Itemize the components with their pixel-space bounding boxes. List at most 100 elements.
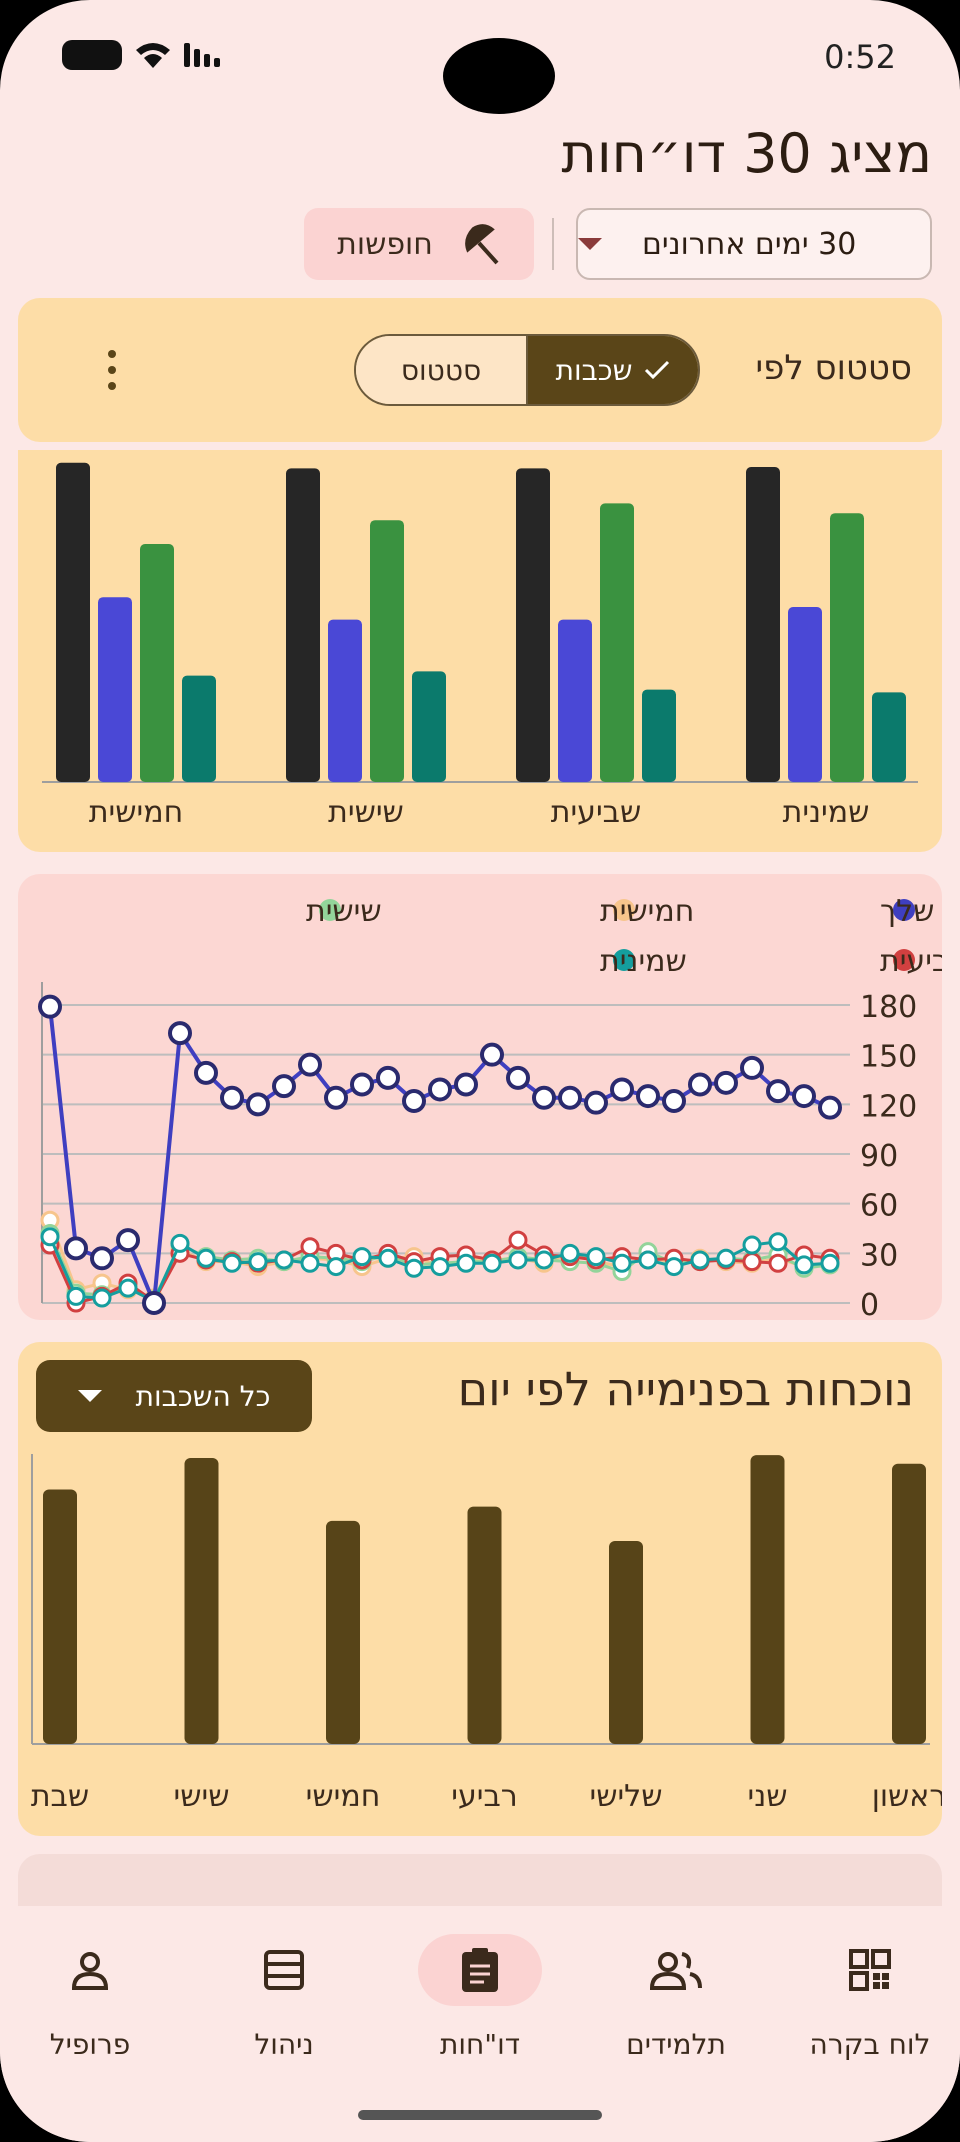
status-segmented-control: שכבות סטטוס [354,334,700,406]
data-point [324,1085,348,1110]
presence-heading: נוכחות בפנימייה לפי יום [457,1362,914,1416]
data-point [246,1092,270,1117]
data-point [482,1253,502,1273]
bar [184,1458,219,1744]
beach-umbrella-icon [464,224,499,265]
data-point [742,1235,762,1255]
data-point [248,1252,268,1272]
bottom-navigation: פרופיל ניהול דו"חות תלמידים לוח בקרה [0,1906,960,2142]
segment-houses[interactable]: שכבות [528,336,698,404]
people-icon [614,1934,738,2006]
data-point [716,1248,736,1268]
nav-item-profile[interactable]: פרופיל [0,1934,180,2061]
segment-status[interactable]: סטטוס [356,336,528,404]
data-point [352,1247,372,1267]
nav-item-reports[interactable]: דו"חות [390,1934,570,2061]
x-tick-label: שביעית [551,795,642,830]
status-by-card: סטטוס לפי שכבות סטטוס [18,298,942,442]
dashboard-icon [808,1934,932,2006]
data-point [168,1021,192,1046]
data-point [818,1095,842,1120]
data-point [40,1227,60,1247]
trend-line-chart: 0 30 60 90 120 150 180 כל השכבות שלך חמישית שביעי… [38,894,960,1323]
grade-bar-chart-card: חמישית שישית שביעית שמינית [18,450,942,852]
camera-cutout [443,38,555,114]
data-point [428,1077,452,1102]
more-options-icon[interactable] [92,350,132,398]
data-point [766,1079,790,1104]
nav-item-students[interactable]: תלמידים [586,1934,766,2061]
bar [182,675,216,782]
data-point [116,1228,140,1253]
bar [43,1489,77,1744]
presence-bar-chart: שבת שישי חמישי רביעי שלישי שני ראשון [31,1454,942,1814]
data-point [508,1230,528,1250]
divider [552,218,554,270]
system-icons [62,40,220,70]
x-tick-label: חמישית [89,795,183,830]
data-point [794,1255,814,1275]
data-point [274,1250,294,1270]
data-point [430,1257,450,1277]
holidays-button[interactable]: חופשות [304,208,534,280]
bar [140,544,174,782]
bar [98,597,132,782]
legend-marker [893,949,915,971]
bar [516,468,550,782]
data-point [350,1072,374,1097]
data-point [636,1084,660,1109]
data-point [90,1246,114,1271]
bar [609,1540,643,1744]
y-tick-label: 0 [860,1288,879,1320]
data-point [38,994,62,1019]
data-point [326,1257,346,1277]
nav-label-profile: פרופיל [49,2028,131,2061]
x-tick-label: ראשון [872,1779,942,1814]
chevron-down-icon [77,1390,102,1402]
data-point [664,1257,684,1277]
nav-item-dashboard[interactable]: לוח בקרה [780,1934,960,2061]
x-tick-label: שבת [31,1779,89,1814]
presence-by-day-card: נוכחות בפנימייה לפי יום כל השכבות שבת שיש… [18,1342,942,1836]
data-point [768,1253,788,1273]
legend-label: שביעית [880,944,942,979]
clipboard-icon [418,1934,542,2006]
data-point [300,1253,320,1273]
nav-label-reports: דו"חות [439,2028,521,2061]
legend-marker [613,899,635,921]
data-point [534,1250,554,1270]
data-point [820,1253,840,1273]
segment-status-label: סטטוס [400,353,482,387]
data-point [560,1243,580,1263]
y-tick-label: 180 [860,990,917,1025]
nav-item-management[interactable]: ניהול [194,1934,374,2061]
wifi-icon [136,43,170,68]
y-tick-label: 60 [860,1189,898,1224]
bar [326,1520,360,1744]
data-point [92,1288,112,1308]
date-range-select[interactable]: 30 ימים אחרונים [576,208,932,280]
legend-marker [893,899,915,921]
data-point [402,1089,426,1114]
data-point [220,1085,244,1110]
page-title: מציג 30 דו״חות [561,122,932,185]
bar [286,468,320,782]
data-point [638,1250,658,1270]
segment-houses-label: שכבות [555,353,633,387]
bar [750,1455,785,1744]
x-tick-label: חמישי [306,1779,381,1814]
grade-bar-chart: חמישית שישית שביעית שמינית [42,462,918,830]
house-filter-select[interactable]: כל השכבות [36,1360,312,1432]
x-tick-label: שמינית [783,795,870,830]
data-point [792,1084,816,1109]
x-tick-label: שלישי [590,1779,663,1814]
data-point [688,1072,712,1097]
data-point [66,1286,86,1306]
bar [56,462,90,782]
y-tick-label: 120 [860,1089,917,1124]
bar [558,619,592,782]
x-tick-label: שישית [328,795,404,830]
status-by-heading: סטטוס לפי [755,348,912,388]
data-point [64,1236,88,1261]
filter-row: 30 ימים אחרונים חופשות [0,208,960,280]
